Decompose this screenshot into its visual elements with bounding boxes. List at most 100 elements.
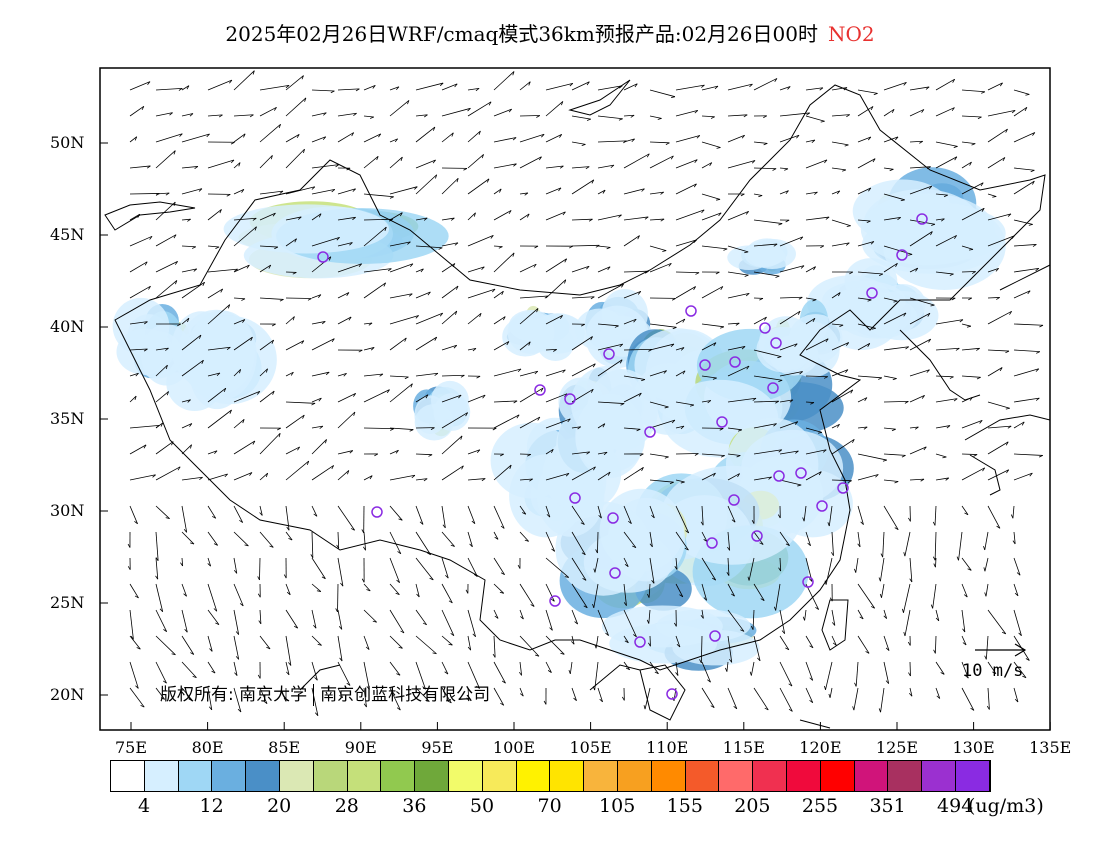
wind-arrow (311, 294, 322, 299)
wind-arrow (831, 423, 840, 429)
wind-arrow (259, 505, 263, 516)
wind-arrow (779, 167, 789, 171)
wind-arrow (961, 89, 986, 94)
wind-arrow (623, 235, 640, 247)
wind-arrow (883, 479, 899, 484)
wind-arrow (155, 557, 159, 580)
wind-arrow (181, 188, 203, 195)
colorbar-swatch (212, 761, 247, 791)
wind-arrow (467, 348, 477, 352)
wind-arrow (701, 472, 716, 481)
wind-arrow (779, 343, 798, 351)
wind-arrow (648, 635, 651, 647)
wind-arrow (623, 83, 638, 91)
wind-arrow (311, 397, 322, 403)
wind-arrow (805, 401, 815, 405)
wind-arrow (389, 635, 403, 649)
wind-arrow (857, 453, 887, 462)
colorbar-label: 20 (267, 795, 292, 817)
wind-arrow (363, 531, 366, 551)
wind-arrow (594, 635, 599, 649)
wind-arrow (311, 635, 322, 646)
wind-arrow (415, 531, 431, 556)
wind-arrow (571, 81, 590, 91)
wind-arrow (493, 400, 518, 404)
wind-arrow (592, 583, 599, 608)
wind-arrow (363, 389, 390, 403)
wind-arrow (441, 557, 449, 579)
wind-arrow (233, 133, 246, 143)
wind-arrow (493, 368, 522, 377)
wind-arrow (753, 167, 777, 171)
wind-arrow (727, 453, 741, 458)
wind-arrow (363, 635, 370, 650)
wind-arrow (207, 531, 218, 546)
wind-arrow (623, 138, 635, 143)
wind-arrow (493, 290, 504, 299)
wind-arrow (727, 346, 746, 351)
wind-arrow (415, 159, 436, 169)
wind-arrow (259, 245, 279, 250)
wind-arrow (908, 505, 911, 522)
wind-arrow (779, 310, 801, 325)
wind-arrow (987, 213, 1012, 221)
wind-arrow (805, 531, 811, 547)
wind-arrow (441, 217, 455, 221)
wind-arrow (441, 242, 459, 247)
wind-arrow (961, 323, 971, 328)
wind-arrow (389, 186, 418, 195)
wind-arrow (883, 346, 909, 351)
wind-arrow (753, 271, 780, 278)
wind-arrow (337, 470, 350, 481)
wind-arrow (415, 268, 424, 273)
colorbar-swatch (753, 761, 787, 791)
wind-arrow (675, 271, 700, 275)
wind-arrow (649, 323, 677, 330)
wind-arrow (259, 339, 274, 351)
wind-arrow (337, 393, 357, 403)
wind-arrow (779, 661, 793, 687)
wind-arrow (311, 338, 335, 351)
wind-arrow (181, 317, 190, 325)
wind-arrow (831, 141, 849, 147)
wind-arrow (961, 635, 967, 646)
wind-arrow (802, 609, 807, 621)
wind-arrow (675, 135, 701, 143)
wind-arrow (1010, 505, 1015, 519)
wind-arrow (857, 158, 876, 169)
colorbar-swatch (111, 761, 145, 791)
wind-arrow (674, 609, 677, 627)
wind-arrow (181, 687, 193, 701)
wind-arrow (285, 75, 304, 91)
wind-arrow (233, 369, 241, 377)
wind-arrow (467, 178, 490, 195)
wind-arrow (467, 661, 480, 689)
wind-arrow (805, 338, 829, 351)
wind-arrow (233, 609, 240, 635)
wind-arrow (831, 114, 850, 118)
wind-arrow (181, 423, 193, 429)
wind-arrow (441, 394, 462, 403)
wind-arrow (389, 661, 401, 676)
wind-arrow (908, 661, 911, 677)
wind-arrow (181, 245, 196, 249)
wind-arrow (571, 179, 595, 195)
wind-arrow (857, 474, 879, 481)
wind-arrow (389, 687, 401, 711)
wind-arrow (1013, 349, 1041, 354)
wind-arrow (987, 297, 1000, 300)
wind-arrow (932, 531, 937, 561)
wind-arrow (311, 557, 326, 580)
wind-arrow (259, 635, 271, 650)
wind-arrow (857, 343, 871, 351)
title-main: 2025年02月26日WRF/cmaq模式36km预报产品:02月26日00时 (225, 22, 818, 46)
wind-arrow (155, 687, 165, 700)
lon-tick-label: 75E (114, 738, 148, 757)
wind-arrow (903, 531, 911, 557)
colorbar-label: 36 (402, 795, 427, 817)
wind-arrow (363, 226, 387, 247)
wind-arrow (363, 583, 371, 592)
wind-arrow (961, 557, 972, 571)
wind-arrow (597, 401, 625, 406)
wind-arrow (701, 85, 719, 91)
